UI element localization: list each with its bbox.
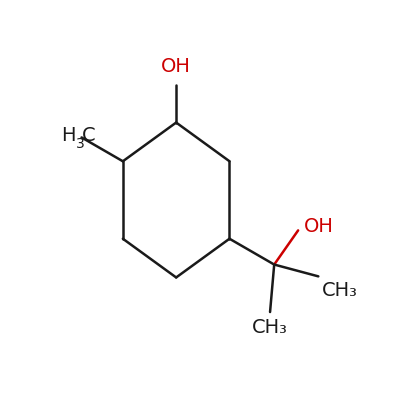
Text: CH₃: CH₃ — [322, 281, 358, 300]
Text: H: H — [61, 126, 76, 145]
Text: OH: OH — [304, 217, 334, 236]
Text: 3: 3 — [76, 137, 85, 151]
Text: OH: OH — [161, 58, 191, 76]
Text: C: C — [82, 126, 95, 145]
Text: CH₃: CH₃ — [252, 318, 288, 337]
